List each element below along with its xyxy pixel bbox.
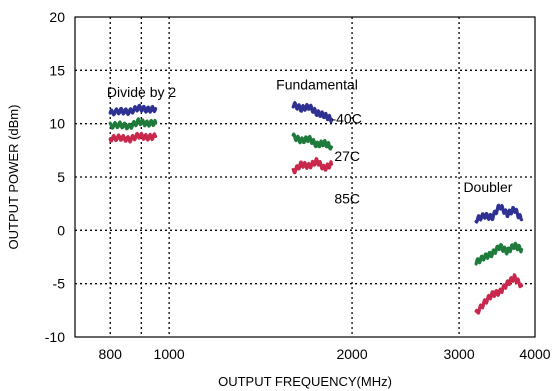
annotation-label: 85C bbox=[334, 191, 360, 207]
series-group bbox=[108, 101, 524, 315]
annotation-label: Divide by 2 bbox=[107, 84, 176, 100]
y-axis-label: OUTPUT POWER (dBm) bbox=[6, 105, 21, 250]
x-tick-label: 3000 bbox=[443, 346, 474, 362]
x-tick-label: 800 bbox=[99, 346, 123, 362]
axis-ticks: -10 -5 0 5 10 15 20 800 1000 2000 3000 4000 bbox=[45, 9, 551, 362]
annotation-label: 27C bbox=[334, 148, 360, 164]
annotation-label: Fundamental bbox=[276, 77, 358, 93]
y-tick-label: 20 bbox=[49, 9, 65, 25]
series-line bbox=[474, 241, 524, 266]
x-tick-label: 2000 bbox=[336, 346, 367, 362]
y-tick-label: -10 bbox=[45, 329, 65, 345]
annotations: Divide by 2 Fundamental -40C 27C 85C Doubler bbox=[107, 77, 513, 207]
annotation-label: Doubler bbox=[463, 179, 512, 195]
y-tick-label: 0 bbox=[57, 222, 65, 238]
series-line bbox=[291, 101, 334, 124]
annotation-label: -40C bbox=[331, 111, 361, 127]
series-line bbox=[291, 132, 334, 151]
y-tick-label: 5 bbox=[57, 169, 65, 185]
y-tick-label: 15 bbox=[49, 62, 65, 78]
series-line bbox=[108, 117, 158, 131]
series-line bbox=[474, 273, 524, 315]
x-tick-label: 1000 bbox=[154, 346, 185, 362]
grid bbox=[75, 17, 535, 337]
y-tick-label: 10 bbox=[49, 116, 65, 132]
x-axis-label: OUTPUT FREQUENCY(MHz) bbox=[218, 374, 392, 389]
series-line bbox=[108, 103, 158, 117]
plot-frame bbox=[74, 16, 536, 338]
series-line bbox=[291, 157, 334, 175]
series-line bbox=[474, 203, 524, 224]
y-tick-label: -5 bbox=[53, 276, 66, 292]
x-tick-label: 4000 bbox=[519, 346, 550, 362]
series-line bbox=[108, 131, 158, 144]
